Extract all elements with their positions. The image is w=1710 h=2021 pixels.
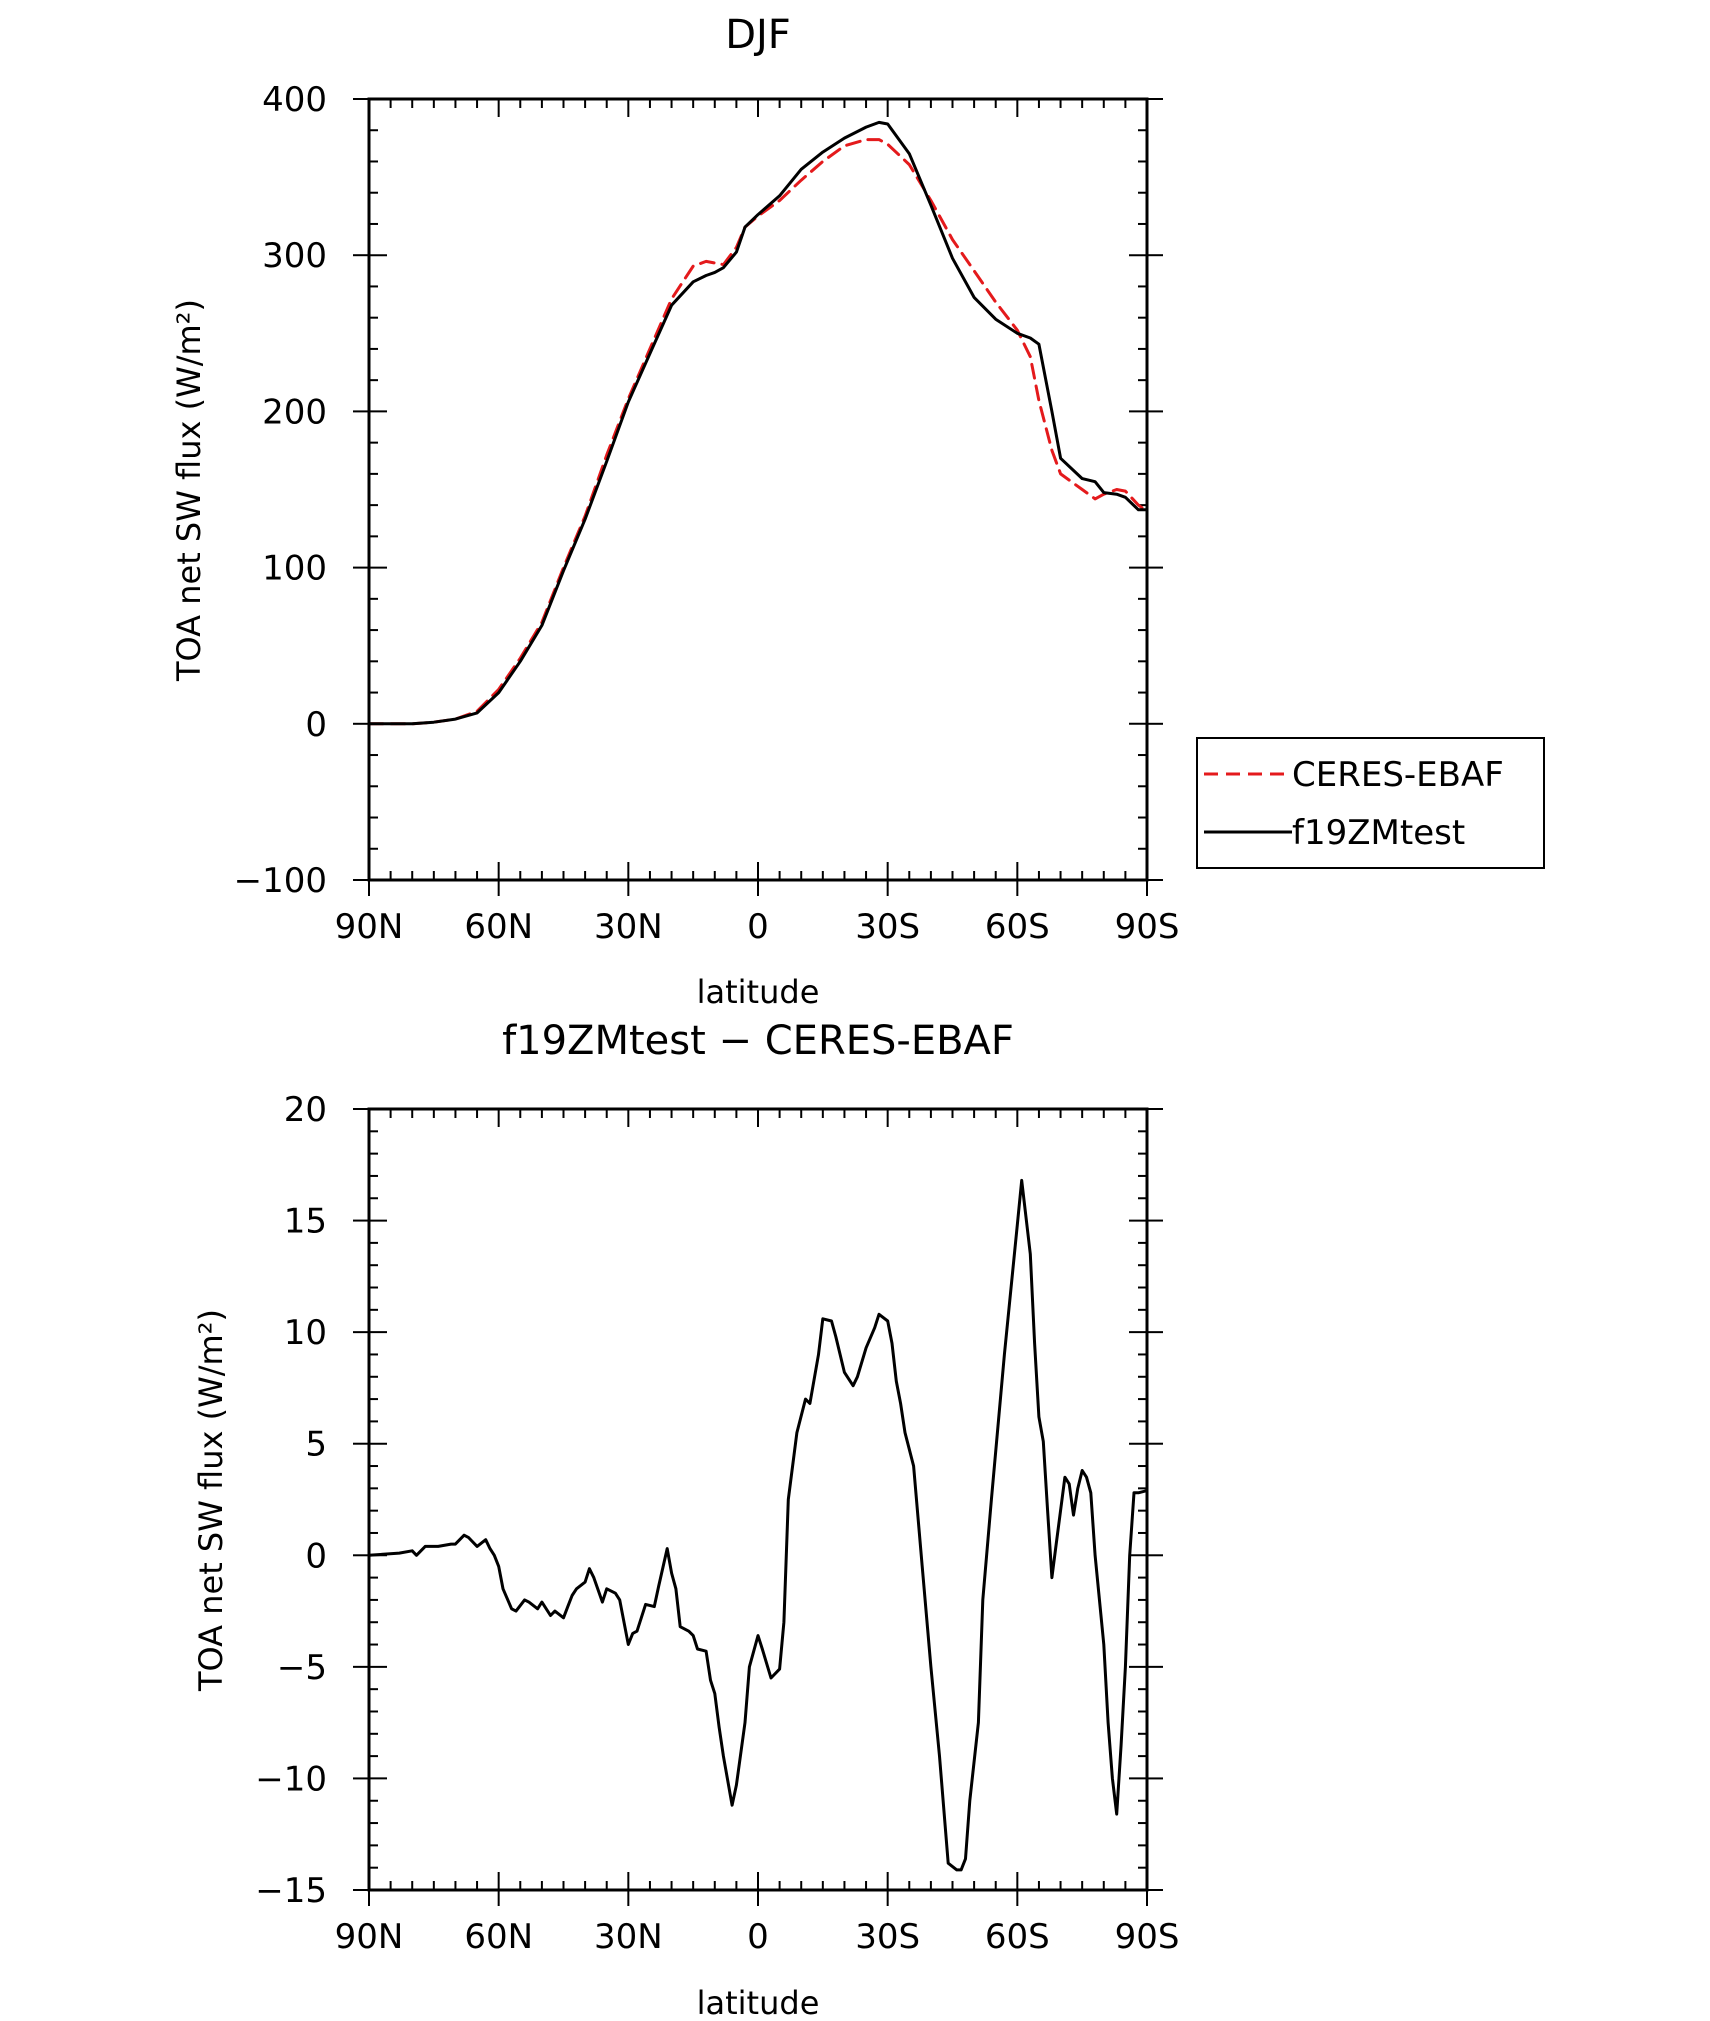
x-tick-label: 60N bbox=[464, 1917, 533, 1957]
series-line-f19zmtest-ceres-ebaf bbox=[367, 1178, 1149, 1872]
x-tick-label: 0 bbox=[747, 1917, 769, 1957]
top-panel: DJF 90N 60N 30N 0 30S 60S 90S −100 0 100 200 300 40… bbox=[170, 12, 1545, 1011]
y-tick-label: −15 bbox=[255, 1871, 327, 1911]
legend-box bbox=[1196, 737, 1545, 869]
x-tick-label: 90S bbox=[1115, 1917, 1180, 1957]
top-panel-plot-frame bbox=[367, 97, 1149, 882]
series-line-f19zmtest bbox=[367, 120, 1149, 726]
top-panel-title: DJF bbox=[725, 12, 791, 58]
y-tick-label: 300 bbox=[262, 236, 327, 276]
y-tick-label: 5 bbox=[305, 1425, 327, 1465]
y-tick-label: 100 bbox=[262, 549, 327, 589]
bottom-panel-x-axis-label: latitude bbox=[697, 1984, 820, 2021]
y-tick-label: 15 bbox=[284, 1202, 327, 1242]
bottom-panel-series bbox=[367, 1178, 1149, 1872]
bottom-panel-x-tick-labels: 90N 60N 30N 0 30S 60S 90S bbox=[335, 1917, 1180, 1957]
x-tick-label: 0 bbox=[747, 907, 769, 947]
series-line-ceres-ebaf bbox=[367, 138, 1149, 726]
y-tick-label: −10 bbox=[255, 1759, 327, 1799]
x-tick-label: 60N bbox=[464, 907, 533, 947]
top-panel-x-tick-labels: 90N 60N 30N 0 30S 60S 90S bbox=[335, 907, 1180, 947]
bottom-panel-plot-frame bbox=[367, 1107, 1149, 1892]
top-panel-y-axis-label: TOA net SW flux (W/m²) bbox=[170, 299, 208, 682]
x-tick-label: 30S bbox=[855, 907, 920, 947]
x-tick-label: 30N bbox=[594, 1917, 663, 1957]
bottom-panel-y-axis-label: TOA net SW flux (W/m²) bbox=[192, 1309, 230, 1692]
x-tick-label: 90N bbox=[335, 907, 404, 947]
y-tick-label: 20 bbox=[284, 1090, 327, 1130]
top-panel-y-tick-labels: −100 0 100 200 300 400 bbox=[234, 80, 327, 901]
x-tick-label: 90N bbox=[335, 1917, 404, 1957]
legend-label-f19zmtest: f19ZMtest bbox=[1292, 813, 1465, 853]
x-tick-label: 60S bbox=[985, 1917, 1050, 1957]
bottom-panel: f19ZMtest − CERES-EBAF 90N 60N 30N 0 30S 60S 9… bbox=[192, 1018, 1179, 2021]
x-tick-label: 90S bbox=[1115, 907, 1180, 947]
x-tick-label: 30S bbox=[855, 1917, 920, 1957]
legend-label-ceres-ebaf: CERES-EBAF bbox=[1292, 755, 1504, 795]
y-tick-label: −100 bbox=[234, 861, 327, 901]
y-tick-label: 0 bbox=[305, 1536, 327, 1576]
y-tick-label: 10 bbox=[284, 1313, 327, 1353]
top-panel-series bbox=[367, 120, 1149, 726]
top-panel-ticks bbox=[353, 98, 1163, 896]
top-panel-x-axis-label: latitude bbox=[697, 973, 820, 1011]
x-tick-label: 30N bbox=[594, 907, 663, 947]
bottom-panel-y-tick-labels: −15 −10 −5 0 5 10 15 20 bbox=[255, 1090, 327, 1911]
bottom-panel-ticks bbox=[353, 1108, 1163, 1906]
x-tick-label: 60S bbox=[985, 907, 1050, 947]
y-tick-label: 0 bbox=[305, 705, 327, 745]
legend: CERES-EBAF f19ZMtest bbox=[1196, 737, 1545, 869]
y-tick-label: 200 bbox=[262, 392, 327, 432]
bottom-panel-title: f19ZMtest − CERES-EBAF bbox=[502, 1018, 1014, 1064]
y-tick-label: −5 bbox=[277, 1648, 327, 1688]
y-tick-label: 400 bbox=[262, 80, 327, 120]
